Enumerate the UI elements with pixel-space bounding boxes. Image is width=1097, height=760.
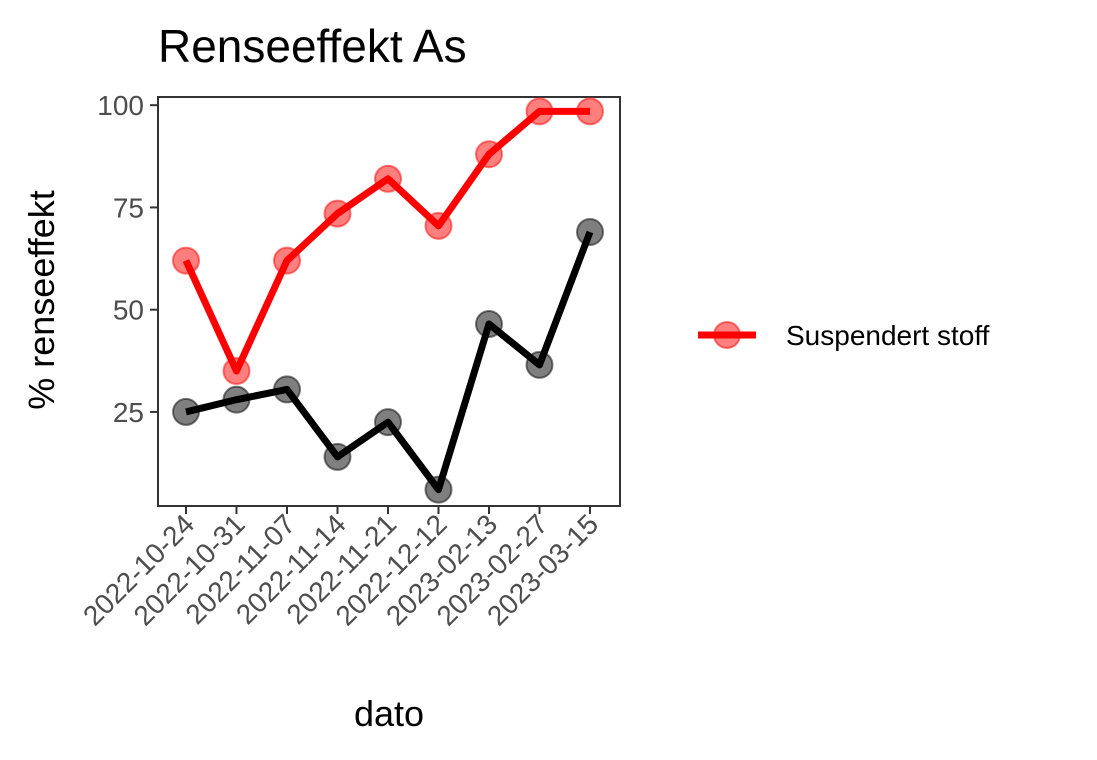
- series-0: [172, 97, 604, 386]
- data-point: [323, 199, 352, 228]
- legend-label: Suspendert stoff: [786, 320, 990, 351]
- y-axis: 25 50 75 100: [97, 90, 158, 428]
- data-point: [576, 97, 604, 126]
- data-point: [273, 375, 301, 404]
- x-axis: 2022-10-242022-10-312022-11-072022-11-14…: [77, 506, 604, 632]
- plot-panel: [157, 96, 621, 507]
- legend-marker: [713, 321, 741, 349]
- data-point: [475, 309, 503, 338]
- legend: Suspendert stoff: [698, 320, 990, 351]
- data-point: [525, 350, 554, 379]
- data-point: [172, 397, 200, 426]
- data-point: [273, 246, 301, 275]
- data-point: [424, 475, 453, 504]
- data-point: [222, 385, 251, 414]
- data-point: [525, 97, 554, 126]
- series-1: [172, 217, 604, 504]
- y-tick-label: 75: [113, 192, 144, 223]
- y-tick-label: 25: [113, 397, 144, 428]
- data-point: [374, 164, 402, 193]
- data-point: [475, 140, 503, 169]
- y-tick-label: 100: [97, 90, 144, 121]
- series-layer: [172, 97, 604, 504]
- y-tick-label: 50: [113, 295, 144, 326]
- data-point: [323, 442, 352, 471]
- data-point: [576, 217, 604, 246]
- data-point: [374, 408, 402, 437]
- y-axis-title: % renseeffekt: [21, 190, 62, 409]
- x-axis-title: dato: [354, 693, 424, 734]
- chart-title: Renseeffekt As: [158, 20, 467, 72]
- data-point: [222, 357, 251, 386]
- data-point: [424, 211, 453, 240]
- data-point: [172, 246, 200, 275]
